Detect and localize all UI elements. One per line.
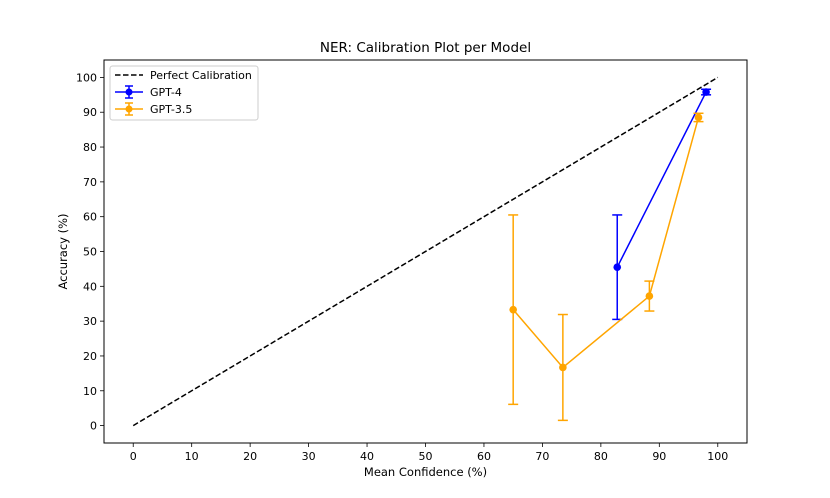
data-point (702, 88, 710, 96)
y-tick-label: 10 (83, 385, 97, 398)
x-tick-label: 80 (594, 450, 608, 463)
legend-entry-gpt-4: GPT-4 (115, 85, 182, 99)
data-point (559, 363, 567, 372)
y-tick-label: 60 (83, 211, 97, 224)
x-tick-label: 60 (477, 450, 491, 463)
y-tick-label: 80 (83, 141, 97, 154)
x-tick-label: 50 (419, 450, 433, 463)
legend-box (109, 65, 259, 121)
legend-swatch-marker (125, 105, 133, 113)
y-tick-label: 100 (76, 71, 97, 84)
y-axis-label: Accuracy (%) (56, 213, 70, 289)
series-line-perfect-calibration (132, 76, 719, 427)
y-tick-label: 70 (83, 176, 97, 189)
legend-label: GPT-3.5 (150, 103, 192, 116)
legend-swatch-marker (125, 88, 133, 96)
x-axis-label: Mean Confidence (%) (364, 465, 487, 479)
data-point (694, 113, 703, 122)
y-tick-label: 90 (83, 106, 97, 119)
x-tick-label: 0 (130, 450, 137, 463)
x-tick-label: 70 (535, 450, 549, 463)
x-tick-label: 90 (652, 450, 666, 463)
legend-label: GPT-4 (150, 86, 182, 99)
series-line-gpt-3-5 (512, 117, 700, 369)
x-tick-label: 100 (707, 450, 728, 463)
legend: Perfect Calibration GPT-4 GPT-3.5 (109, 65, 259, 121)
series-line-gpt-4 (616, 91, 707, 268)
y-tick-label: 50 (83, 246, 97, 259)
legend-label: Perfect Calibration (150, 69, 252, 82)
series-gpt-4 (612, 88, 712, 321)
y-tick-label: 0 (90, 420, 97, 433)
x-axis: 0 10 20 30 40 50 60 70 80 90 100 (130, 443, 728, 463)
data-point (613, 263, 622, 271)
legend-entry-perfect-calibration: Perfect Calibration (115, 69, 252, 82)
y-tick-label: 40 (83, 280, 97, 293)
data-point (645, 292, 654, 300)
series-perfect-calibration (132, 76, 719, 427)
chart-title: NER: Calibration Plot per Model (320, 40, 531, 56)
legend-entry-gpt-3-5: GPT-3.5 (115, 102, 192, 116)
x-tick-label: 20 (243, 450, 257, 463)
x-tick-label: 30 (302, 450, 316, 463)
y-axis: 0 10 20 30 40 50 60 70 80 90 100 (76, 71, 104, 433)
series-gpt-3-5 (508, 112, 704, 422)
y-tick-label: 30 (83, 315, 97, 328)
x-tick-label: 40 (360, 450, 374, 463)
y-tick-label: 20 (83, 350, 97, 363)
x-tick-label: 10 (185, 450, 199, 463)
data-point (509, 305, 517, 314)
